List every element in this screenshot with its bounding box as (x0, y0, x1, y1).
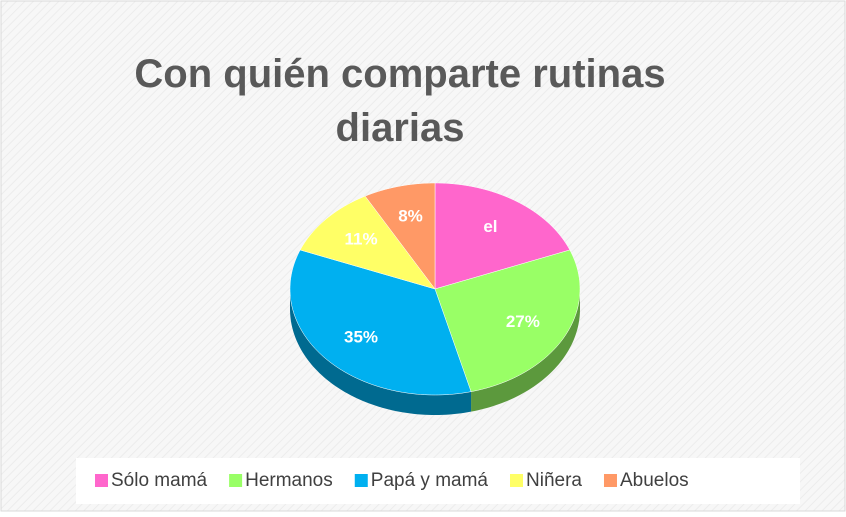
legend-box (76, 458, 800, 504)
legend-label: Hermanos (245, 470, 333, 491)
pie-slice (434, 249, 581, 392)
legend-swatch (95, 474, 108, 487)
legend-swatch (354, 474, 368, 487)
legend-swatch (229, 474, 243, 487)
data-label: 8% (398, 207, 423, 226)
pie-slice (364, 182, 436, 290)
legend-label: Abuelos (620, 470, 689, 491)
legend-label: Niñera (526, 470, 582, 491)
legend-label: Papá y mamá (371, 470, 489, 491)
data-label: 27% (506, 312, 540, 331)
pie-slice (299, 195, 436, 290)
legend-swatch (603, 474, 617, 487)
slice-side (290, 289, 472, 415)
pie-slice (434, 182, 571, 290)
slice-side (471, 289, 580, 412)
data-label: 11% (344, 229, 377, 248)
data-label: el (483, 217, 497, 236)
legend-label: Sólo mamá (111, 470, 208, 491)
legend-swatch (510, 474, 523, 487)
data-label: 35% (344, 328, 378, 347)
pie-slice (289, 249, 472, 396)
chart-title: Con quién comparte rutinas diarias (134, 52, 665, 150)
